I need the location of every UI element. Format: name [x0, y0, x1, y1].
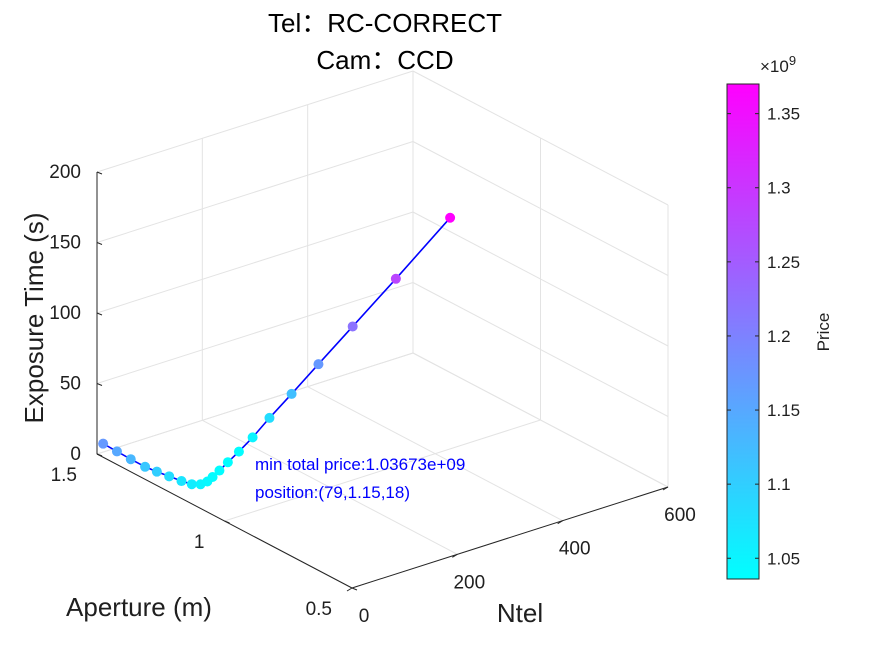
grid-lines: [96, 70, 669, 589]
data-point: [111, 446, 122, 457]
chart-title-line-2: Cam：CCD: [316, 45, 453, 75]
series-line: [102, 217, 451, 486]
colorbar-tick-label: 1.2: [767, 327, 791, 346]
colorbar-label: Price: [814, 313, 833, 352]
data-point: [390, 273, 401, 284]
colorbar-tick-label: 1.35: [767, 105, 800, 124]
data-point: [264, 412, 275, 423]
z-tick-label: 0: [70, 444, 81, 465]
data-point: [140, 461, 151, 472]
z-tick-label: 150: [49, 233, 81, 254]
grid-line: [412, 211, 669, 347]
grid-line: [96, 70, 414, 173]
z-tick-mark: [96, 312, 103, 316]
grid-line: [96, 352, 414, 455]
y-tick-mark: [224, 520, 230, 524]
data-point: [98, 438, 109, 449]
z-tick-mark: [96, 171, 103, 175]
data-point: [214, 465, 225, 476]
colorbar-tick-label: 1.15: [767, 401, 800, 420]
colorbar: [726, 83, 760, 580]
annotation-min-price: min total price:1.03673e+09: [255, 455, 465, 474]
z-tick-label: 100: [49, 303, 81, 324]
grid-line: [96, 211, 414, 314]
x-tick-mark: [346, 587, 353, 592]
x-tick-label: 600: [664, 505, 696, 526]
grid-line: [412, 141, 669, 276]
chart-title-line-1: Tel：RC-CORRECT: [268, 8, 502, 38]
data-point: [445, 212, 456, 223]
x-tick-mark: [452, 553, 458, 558]
y-tick-mark: [351, 587, 358, 591]
y-axis-label: Aperture (m): [66, 592, 212, 622]
z-axis-label: Exposure Time (s): [19, 213, 49, 424]
data-point: [233, 446, 244, 457]
colorbar-tick-label: 1.3: [767, 179, 791, 198]
grid-line: [96, 282, 414, 384]
grid-line: [96, 141, 414, 243]
data-point: [222, 457, 233, 468]
data-point: [347, 321, 358, 332]
data-point: [164, 471, 175, 482]
colorbar-tick-label: 1.05: [767, 549, 800, 568]
grid-line: [224, 419, 541, 522]
x-tick-mark: [557, 520, 563, 525]
x-tick-mark: [662, 486, 669, 491]
data-point: [186, 479, 197, 490]
grid-line: [412, 282, 669, 417]
z-tick-mark: [96, 383, 103, 386]
data-point: [125, 454, 136, 465]
y-tick-label: 1: [194, 532, 205, 553]
colorbar-exponent: ×109: [760, 53, 796, 76]
grid-line: [412, 70, 669, 206]
data-point: [286, 388, 297, 399]
colorbar-ticks: 1.05 1.1 1.15 1.2 1.25 1.3 1.35: [727, 105, 800, 568]
data-point: [151, 466, 162, 477]
x-tick-label: 400: [559, 539, 591, 560]
axes: [96, 172, 669, 589]
x-axis-label: Ntel: [497, 598, 543, 628]
annotation-position: position:(79,1.15,18): [255, 483, 410, 502]
data-point: [313, 359, 324, 370]
data-point: [176, 476, 187, 487]
data-point: [247, 432, 258, 443]
data-point: [207, 471, 218, 482]
y-tick-label: 1.5: [51, 465, 77, 486]
colorbar-tick-label: 1.1: [767, 475, 791, 494]
x-axis-line: [351, 486, 669, 589]
x-tick-label: 0: [359, 606, 370, 627]
grid-line: [412, 352, 669, 488]
z-tick-label: 200: [49, 162, 81, 183]
z-tick-mark: [96, 453, 103, 457]
colorbar-tick-label: 1.25: [767, 253, 800, 272]
x-tick-label: 200: [453, 572, 485, 593]
z-tick-mark: [96, 242, 103, 245]
y-tick-label: 0.5: [306, 599, 332, 620]
data-points: [98, 212, 456, 490]
z-tick-label: 50: [60, 374, 81, 395]
